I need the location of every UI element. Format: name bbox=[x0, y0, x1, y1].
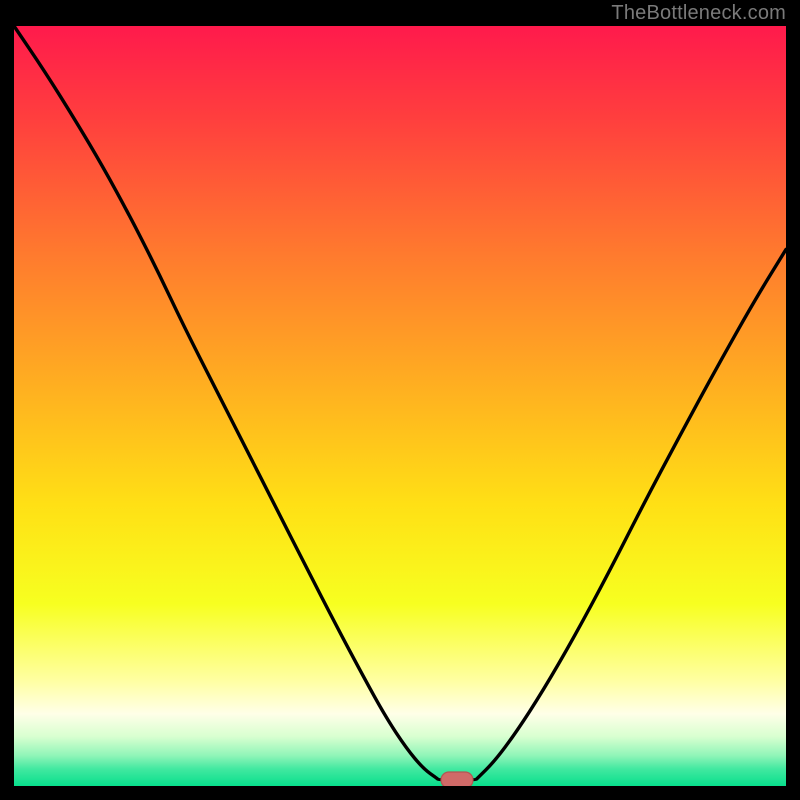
frame-border bbox=[786, 0, 800, 800]
bottleneck-curve bbox=[14, 26, 786, 786]
frame-border bbox=[0, 0, 14, 800]
plot-area bbox=[14, 26, 786, 786]
watermark-text: TheBottleneck.com bbox=[611, 2, 786, 25]
frame-border bbox=[0, 786, 800, 800]
v-curve-path bbox=[14, 26, 786, 780]
